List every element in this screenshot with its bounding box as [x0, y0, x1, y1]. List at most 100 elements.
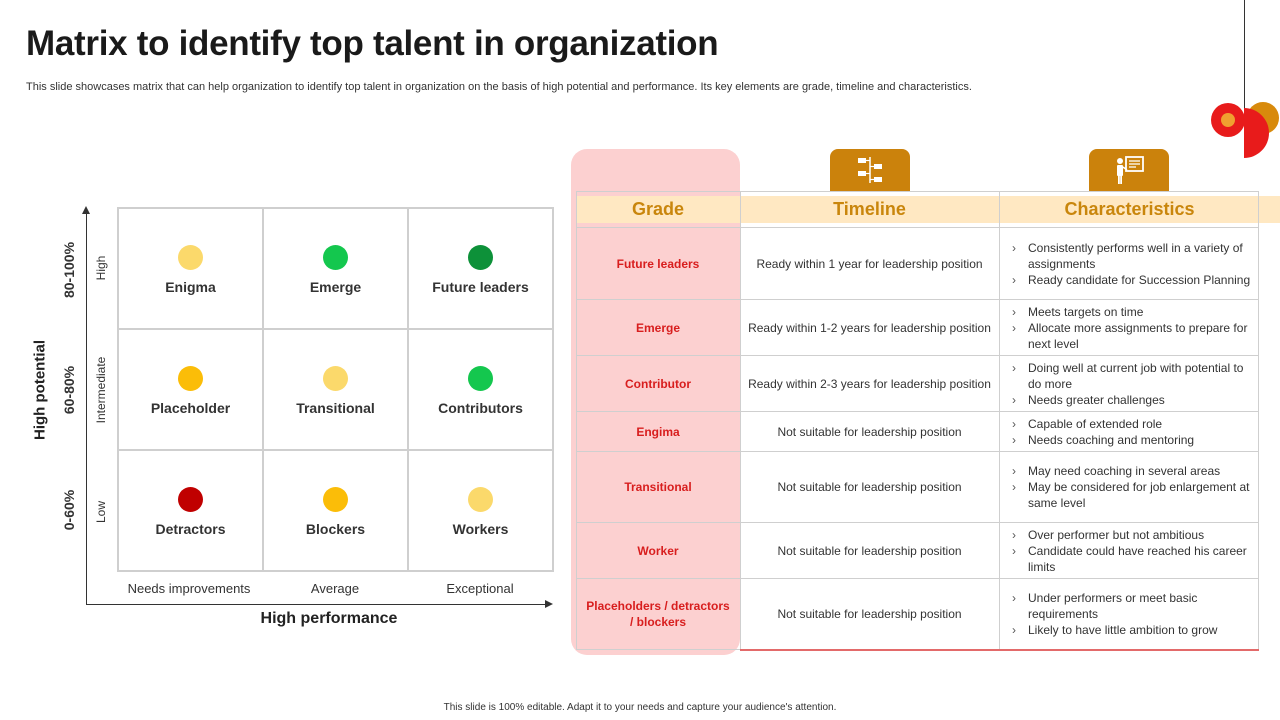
matrix-cell: Future leaders [408, 208, 553, 329]
characteristic-item: May be considered for job enlargement at… [1012, 479, 1253, 511]
presentation-board-icon [1117, 156, 1144, 184]
characteristic-item: Needs coaching and mentoring [1012, 432, 1194, 448]
characteristic-item: Likely to have little ambition to grow [1012, 622, 1253, 638]
characteristics-cell: Doing well at current job with potential… [1000, 356, 1259, 411]
status-dot [468, 487, 493, 512]
grade-cell: Transitional [624, 480, 692, 494]
row-divider [576, 522, 1259, 523]
table-header-band [576, 196, 1280, 223]
grade-column-highlight [571, 149, 740, 655]
timeline-cell: Ready within 1 year for leadership posit… [756, 256, 983, 271]
characteristic-item: Allocate more assignments to prepare for… [1012, 320, 1253, 352]
grade-cell: Future leaders [616, 256, 700, 271]
y-axis-line [86, 212, 87, 604]
y-level-label: High [94, 255, 108, 281]
x-axis-line [86, 604, 546, 605]
column-divider [999, 191, 1000, 650]
grade-cell: Placeholders / detractors / blockers [586, 599, 730, 629]
matrix-cell-label: Future leaders [432, 279, 529, 295]
y-level-label: Low [94, 500, 108, 524]
footer-note: This slide is 100% editable. Adapt it to… [443, 702, 837, 713]
characteristic-item: Consistently performs well in a variety … [1012, 240, 1253, 272]
brand-logo-icon [1211, 102, 1279, 158]
x-level-label: Exceptional [446, 581, 514, 596]
characteristic-item: Candidate could have reached his career … [1012, 543, 1253, 575]
matrix-cell: Blockers [263, 450, 408, 571]
talent-matrix: Enigma Emerge Future leaders Placeholder… [117, 207, 554, 572]
matrix-cell-label: Transitional [296, 400, 375, 416]
header-timeline: Timeline [833, 199, 906, 219]
characteristic-item: Meets targets on time [1012, 304, 1253, 320]
characteristic-item: Needs greater challenges [1012, 392, 1253, 408]
x-axis-title: High performance [260, 610, 398, 627]
characteristic-item: Capable of extended role [1012, 416, 1194, 432]
status-dot [178, 366, 203, 391]
timeline-cell: Not suitable for leadership position [777, 543, 962, 558]
characteristic-item: Ready candidate for Succession Planning [1012, 272, 1253, 288]
timeline-cell: Ready within 2-3 years for leadership po… [748, 376, 991, 391]
characteristics-cell: Over performer but not ambitious Candida… [1000, 523, 1259, 578]
characteristics-cell: May need coaching in several areas May b… [1000, 452, 1259, 522]
matrix-cell-label: Contributors [438, 400, 523, 416]
status-dot [323, 487, 348, 512]
y-level-range: 80-100% [61, 241, 77, 299]
matrix-cell-label: Detractors [155, 521, 226, 537]
matrix-cell: Detractors [118, 450, 263, 571]
header-characteristics: Characteristics [1064, 199, 1195, 219]
grade-cell: Emerge [635, 320, 681, 335]
status-dot [323, 245, 348, 270]
characteristic-item: Doing well at current job with potential… [1012, 360, 1253, 392]
characteristics-cell: Under performers or meet basic requireme… [1000, 579, 1259, 649]
row-divider [576, 578, 1259, 579]
y-level-label: Intermediate [94, 356, 108, 424]
matrix-cell: Placeholder [118, 329, 263, 450]
timeline-cell: Not suitable for leadership position [777, 480, 962, 494]
matrix-cell: Contributors [408, 329, 553, 450]
matrix-cell-label: Workers [452, 521, 509, 537]
y-level-range: 60-80% [61, 365, 77, 415]
status-dot [178, 245, 203, 270]
timeline-cell: Not suitable for leadership position [777, 607, 962, 621]
matrix-cell-label: Emerge [309, 279, 362, 295]
row-divider [576, 355, 1259, 356]
page-title: Matrix to identify top talent in organiz… [26, 24, 719, 63]
characteristics-icon-tab [1089, 149, 1169, 191]
characteristics-cell: Capable of extended role Needs coaching … [1000, 412, 1259, 451]
x-level-label: Needs improvements [127, 581, 251, 596]
status-dot [178, 487, 203, 512]
x-level-label: Average [310, 581, 360, 596]
table-bottom-accent [740, 649, 1259, 651]
grade-cell: Engima [636, 424, 680, 439]
matrix-cell-label: Placeholder [150, 400, 231, 416]
matrix-cell: Enigma [118, 208, 263, 329]
row-divider [576, 451, 1259, 452]
timeline-cell: Not suitable for leadership position [777, 424, 962, 439]
characteristic-item: Over performer but not ambitious [1012, 527, 1253, 543]
row-divider [576, 299, 1259, 300]
matrix-cell-label: Enigma [165, 279, 216, 295]
matrix-cell-label: Blockers [305, 521, 366, 537]
status-dot [468, 366, 493, 391]
timeline-cell: Ready within 1-2 years for leadership po… [748, 320, 991, 335]
grade-cell: Worker [637, 543, 679, 558]
matrix-cell: Workers [408, 450, 553, 571]
timeline-icon-tab [830, 149, 910, 191]
row-divider [576, 227, 1259, 228]
status-dot [323, 366, 348, 391]
y-axis-arrow [82, 206, 90, 214]
characteristic-item: May need coaching in several areas [1012, 463, 1253, 479]
timeline-flow-icon [858, 157, 882, 183]
y-level-range: 0-60% [61, 489, 77, 531]
matrix-cell: Transitional [263, 329, 408, 450]
characteristics-cell: Consistently performs well in a variety … [1000, 228, 1259, 299]
decorative-line [1244, 0, 1245, 112]
page-subtitle: This slide showcases matrix that can hel… [26, 81, 972, 93]
x-axis-arrow [545, 600, 553, 608]
header-grade: Grade [631, 199, 685, 219]
y-axis-title: High potential [31, 340, 49, 440]
status-dot [468, 245, 493, 270]
characteristic-item: Under performers or meet basic requireme… [1012, 590, 1253, 622]
matrix-cell: Emerge [263, 208, 408, 329]
row-divider [576, 411, 1259, 412]
column-divider [740, 191, 741, 650]
